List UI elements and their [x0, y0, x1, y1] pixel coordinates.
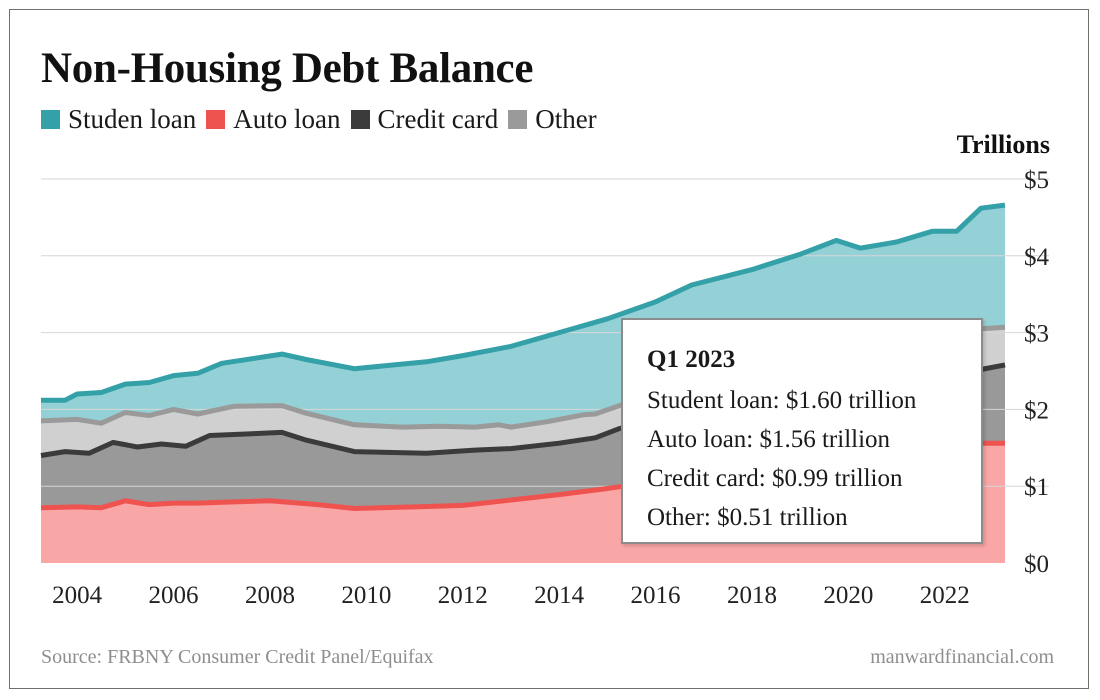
- legend-swatch-credit-card: [350, 110, 370, 129]
- legend-item-auto-loan: Auto loan: [206, 104, 341, 135]
- tooltip: Q1 2023 Student loan: $1.60 trillion Aut…: [621, 318, 983, 544]
- area-fill-studen-loan: [41, 205, 1005, 428]
- legend-label-auto-loan: Auto loan: [233, 104, 341, 134]
- y-tick-label-0: $0: [1024, 551, 1049, 578]
- tooltip-line-other: Other: $0.51 trillion: [647, 504, 848, 531]
- tooltip-line-credit-card: Credit card: $0.99 trillion: [647, 465, 903, 492]
- x-tick-label-2014: 2014: [534, 582, 585, 609]
- x-tick-label-2016: 2016: [631, 582, 681, 609]
- site-credit: manwardfinancial.com: [870, 646, 1054, 668]
- y-axis-units-label: Trillions: [956, 130, 1050, 159]
- legend-swatch-auto-loan: [206, 110, 226, 129]
- y-tick-label-4: $4: [1024, 244, 1050, 271]
- y-tick-label-3: $3: [1024, 321, 1049, 348]
- legend-label-student-loan: Studen loan: [68, 104, 197, 134]
- tooltip-line-auto-loan: Auto loan: $1.56 trillion: [647, 426, 891, 453]
- y-tick-label-1: $1: [1024, 474, 1049, 501]
- x-tick-label-2022: 2022: [920, 582, 970, 609]
- legend-item-student-loan: Studen loan: [41, 104, 196, 135]
- x-tick-label-2020: 2020: [823, 582, 873, 609]
- area-fill-credit-card: [41, 364, 1005, 509]
- x-tick-label-2010: 2010: [341, 582, 391, 609]
- x-tick-label-2012: 2012: [438, 582, 488, 609]
- legend-label-credit-card: Credit card: [377, 104, 499, 134]
- x-tick-label-2008: 2008: [245, 582, 295, 609]
- legend: Studen loan Auto loan Credit card Other: [41, 104, 607, 135]
- series-line-studen-loan: [41, 202, 1006, 403]
- legend-swatch-other: [508, 110, 528, 129]
- source-note: Source: FRBNY Consumer Credit Panel/Equi…: [41, 646, 434, 668]
- chart-title: Non-Housing Debt Balance: [41, 45, 534, 92]
- legend-item-credit-card: Credit card: [350, 104, 499, 135]
- legend-swatch-student-loan: [41, 110, 60, 129]
- tooltip-line-student-loan: Student loan: $1.60 trillion: [647, 387, 917, 414]
- tooltip-title: Q1 2023: [647, 346, 736, 373]
- area-fill-other: [41, 327, 1005, 456]
- y-tick-label-2: $2: [1024, 397, 1049, 424]
- x-tick-label-2018: 2018: [727, 582, 777, 609]
- y-tick-label-5: $5: [1024, 167, 1049, 194]
- x-tick-label-2006: 2006: [149, 582, 199, 609]
- legend-label-other: Other: [535, 104, 597, 134]
- legend-item-other: Other: [508, 104, 597, 135]
- x-tick-label-2004: 2004: [52, 582, 103, 609]
